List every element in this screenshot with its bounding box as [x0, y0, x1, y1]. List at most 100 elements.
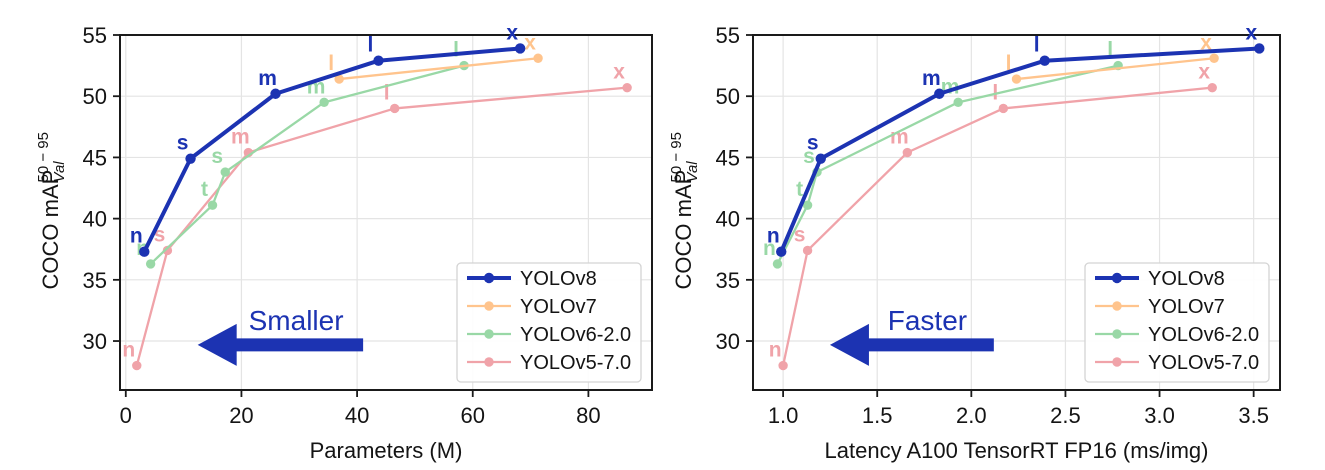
data-point-YOLOv6-2.0-s — [220, 167, 230, 177]
x-tick-label: 3.5 — [1238, 403, 1269, 428]
legend-item-YOLOv5-7.0: YOLOv5-7.0 — [1095, 352, 1259, 374]
point-label: m — [922, 67, 941, 90]
point-label: s — [807, 132, 819, 155]
point-label: n — [130, 225, 143, 248]
legend-label: YOLOv8 — [1148, 268, 1225, 290]
x-axis-label: Latency A100 TensorRT FP16 (ms/img) — [825, 438, 1209, 463]
data-point-YOLOv5-7.0-x — [1207, 82, 1217, 93]
series-YOLOv7: lx — [1006, 31, 1219, 84]
point-label: l — [1107, 39, 1113, 62]
point-label: l — [453, 39, 459, 62]
tick-marks — [746, 34, 1255, 397]
series-line — [142, 46, 523, 254]
data-point-YOLOv7-l — [1011, 74, 1022, 84]
data-point-YOLOv6-2.0-m — [953, 97, 963, 108]
point-label: m — [258, 67, 277, 90]
data-point-YOLOv5-7.0-n — [778, 360, 788, 371]
y-axis-label-sup: 50 − 95 — [668, 132, 685, 182]
faster-arrow — [829, 323, 994, 366]
y-tick-label: 35 — [716, 268, 740, 293]
legend: YOLOv8 YOLOv7 YOLOv6-2.0 YOLOv5-7.0 — [1084, 262, 1270, 383]
legend-item-YOLOv6-2.0: YOLOv6-2.0 — [467, 324, 631, 346]
legend-item-YOLOv7: YOLOv7 — [467, 296, 597, 318]
point-label: t — [796, 178, 803, 201]
data-point-YOLOv6-2.0-t — [207, 200, 218, 210]
point-label: n — [769, 339, 782, 362]
y-tick-label: 45 — [83, 145, 107, 170]
y-tick-label: 40 — [716, 207, 740, 232]
legend-marker — [484, 357, 494, 367]
x-tick-label: 2.0 — [956, 403, 987, 428]
legend-marker — [484, 329, 494, 339]
legend-label: YOLOv6-2.0 — [520, 324, 631, 346]
point-label: x — [1245, 21, 1257, 44]
data-point-YOLOv8-m — [270, 88, 281, 99]
x-tick-label: 60 — [460, 403, 484, 428]
series-line — [338, 57, 540, 81]
data-point-YOLOv7-l — [334, 74, 344, 84]
legend-label: YOLOv5-7.0 — [1148, 352, 1259, 374]
y-tick-label: 55 — [716, 23, 740, 48]
series-YOLOv7: lx — [328, 31, 543, 84]
data-point-YOLOv5-7.0-n — [132, 360, 142, 371]
legend-marker — [1112, 301, 1122, 311]
y-tick-label: 55 — [83, 23, 107, 48]
data-point-YOLOv6-2.0-n — [145, 259, 156, 269]
legend-label: YOLOv7 — [1148, 296, 1225, 318]
legend: YOLOv8 YOLOv7 YOLOv6-2.0 YOLOv5-7.0 — [456, 262, 642, 383]
point-label: m — [890, 126, 909, 149]
legend-marker — [1112, 329, 1122, 339]
data-point-YOLOv5-7.0-l — [998, 103, 1009, 114]
y-axis-label-main: COCO mAP — [671, 170, 696, 290]
data-point-YOLOv6-2.0-n — [772, 259, 783, 269]
point-label: n — [122, 339, 135, 362]
legend-marker — [484, 301, 494, 311]
legend-item-YOLOv6-2.0: YOLOv6-2.0 — [1095, 324, 1259, 346]
series-line — [1015, 57, 1216, 81]
legend-marker — [1112, 357, 1122, 367]
point-label: n — [763, 237, 776, 260]
point-label: s — [177, 132, 189, 155]
legend-item-YOLOv8: YOLOv8 — [467, 268, 597, 290]
y-axis-label-main: COCO mAP — [38, 170, 63, 290]
x-tick-label: 3.0 — [1144, 403, 1175, 428]
point-label: s — [211, 145, 223, 168]
data-point-YOLOv8-l — [373, 55, 384, 66]
y-tick-label: 30 — [716, 329, 740, 354]
data-point-YOLOv8-x — [514, 43, 526, 54]
data-point-YOLOv5-7.0-s — [162, 245, 173, 256]
data-point-YOLOv8-n — [776, 246, 787, 257]
x-tick-label: 1.0 — [768, 403, 799, 428]
legend-item-YOLOv8: YOLOv8 — [1095, 268, 1225, 290]
data-point-YOLOv5-7.0-x — [622, 82, 632, 93]
point-label: s — [154, 223, 166, 246]
y-tick-label: 45 — [716, 145, 740, 170]
point-label: l — [368, 34, 374, 57]
point-label: l — [384, 81, 390, 104]
point-label: x — [524, 31, 536, 54]
legend-item-YOLOv5-7.0: YOLOv5-7.0 — [467, 352, 631, 374]
y-tick-label: 30 — [83, 329, 107, 354]
point-label: x — [506, 21, 518, 44]
point-label: l — [328, 52, 334, 75]
point-label: x — [1198, 61, 1210, 84]
y-axis-label-sub: Val — [51, 161, 68, 183]
data-point-YOLOv6-2.0-t — [802, 200, 813, 210]
point-label: s — [803, 145, 815, 168]
legend-label: YOLOv6-2.0 — [1148, 324, 1259, 346]
annotation-text: Faster — [888, 305, 967, 336]
legend-marker — [483, 272, 495, 284]
x-tick-label: 1.5 — [862, 403, 893, 428]
data-point-YOLOv8-x — [1254, 43, 1265, 54]
data-point-YOLOv6-2.0-m — [319, 97, 329, 108]
y-tick-label: 50 — [716, 84, 740, 109]
y-axis-label-sup: 50 − 95 — [35, 132, 52, 182]
legend-marker — [1111, 272, 1123, 284]
x-tick-label: 80 — [576, 403, 600, 428]
x-axis-label: Parameters (M) — [310, 438, 463, 463]
